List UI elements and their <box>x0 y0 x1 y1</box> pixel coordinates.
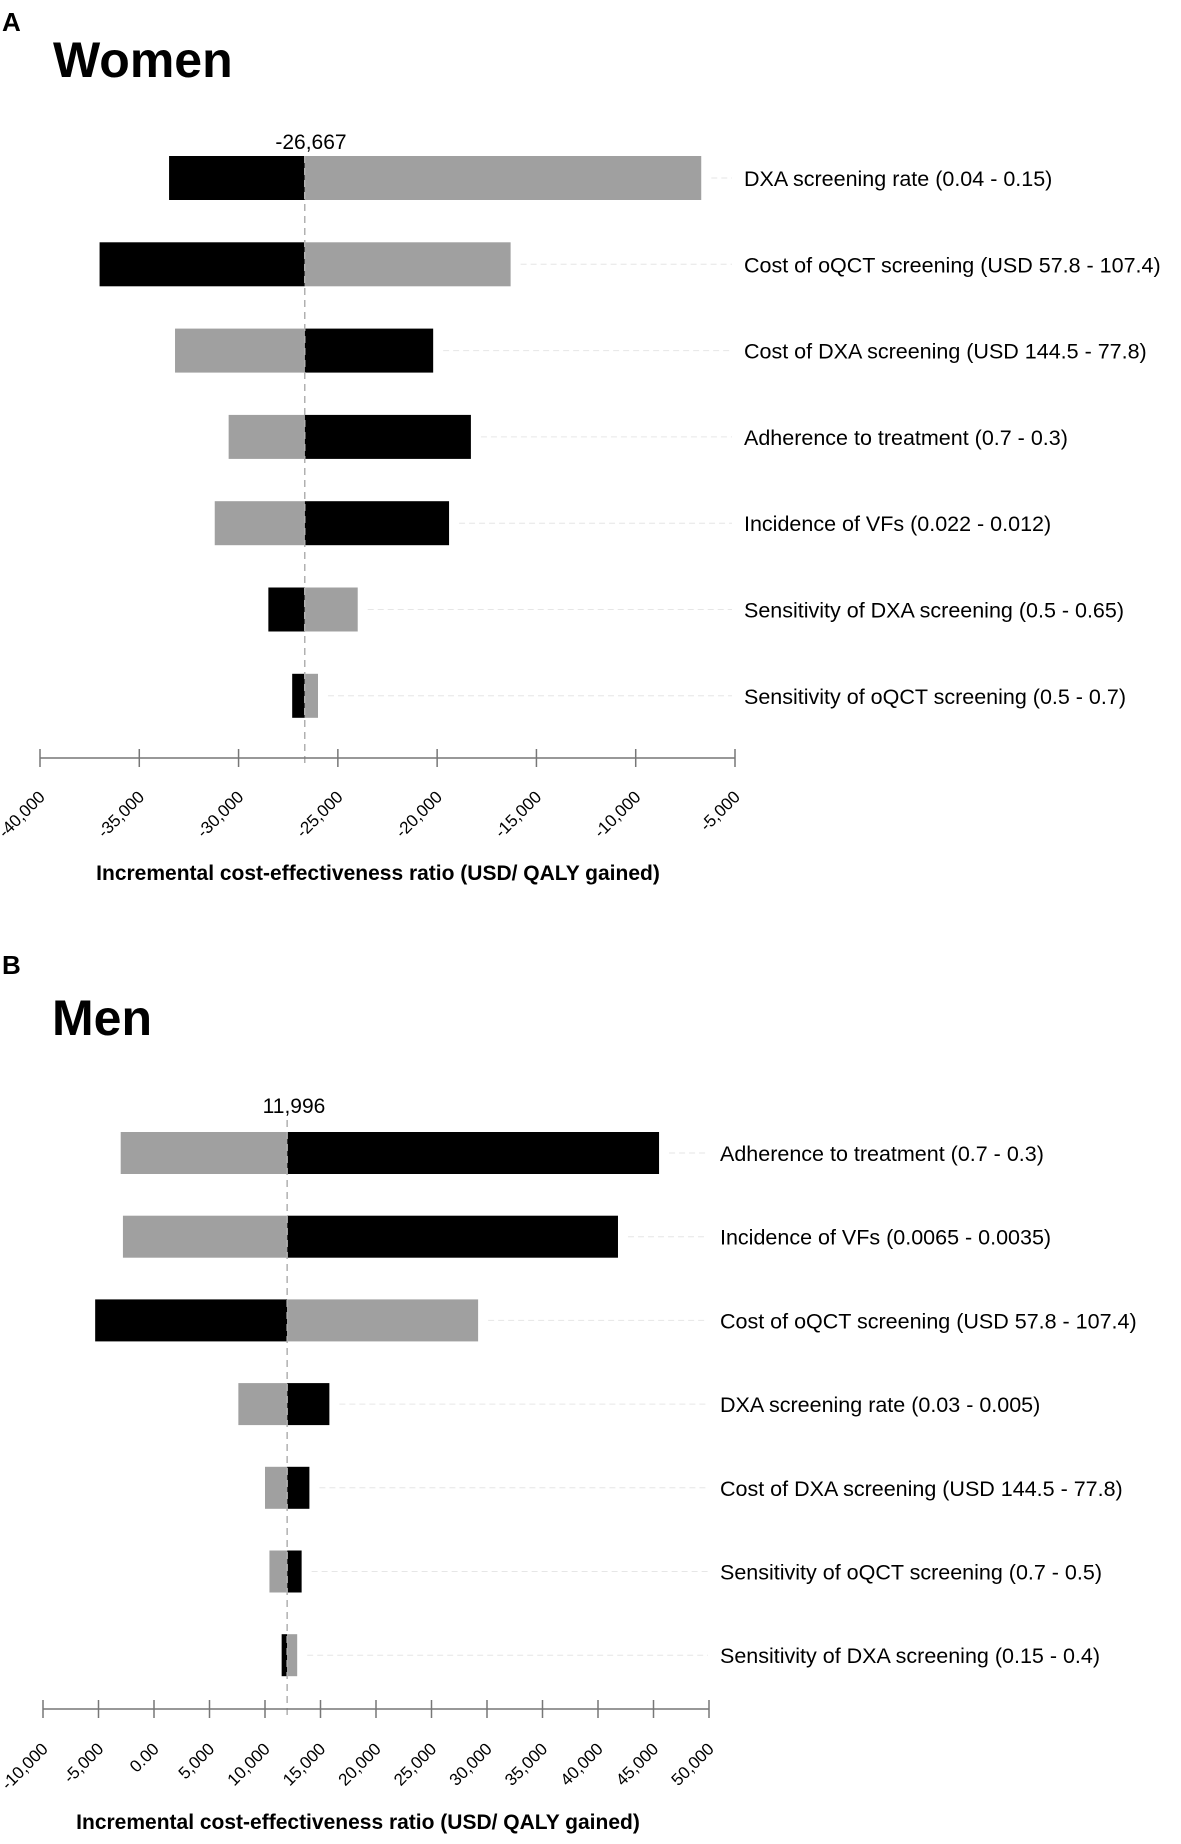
x-tick-label: -5,000 <box>60 1739 108 1787</box>
bar-black <box>99 242 305 287</box>
row-label: Sensitivity of DXA screening (0.5 - 0.65… <box>744 599 1124 623</box>
x-tick-label: -10,000 <box>0 1739 52 1793</box>
x-tick-label: 50,000 <box>668 1739 718 1789</box>
x-tick-label: -15,000 <box>491 787 545 841</box>
x-tick-label: -30,000 <box>193 787 247 841</box>
row-label: Sensitivity of oQCT screening (0.5 - 0.7… <box>744 685 1126 709</box>
bar-black <box>304 501 450 546</box>
bar-black <box>95 1299 288 1342</box>
x-tick-label: -40,000 <box>0 787 49 841</box>
x-tick-label: 45,000 <box>612 1739 662 1789</box>
bar-black <box>287 1132 660 1174</box>
bar-gray <box>304 242 511 287</box>
bar-gray <box>287 1634 298 1677</box>
panel-a: A Women -26,667 Incremental cost-effecti… <box>0 7 1161 885</box>
row-label: Cost of DXA screening (USD 144.5 - 77.8) <box>720 1477 1123 1501</box>
row-label: Adherence to treatment (0.7 - 0.3) <box>744 426 1068 450</box>
row-label: Incidence of VFs (0.0065 - 0.0035) <box>720 1226 1051 1250</box>
row-label: Sensitivity of DXA screening (0.15 - 0.4… <box>720 1644 1100 1668</box>
bar-black <box>304 328 434 373</box>
row-label: DXA screening rate (0.03 - 0.005) <box>720 1393 1040 1417</box>
bar-gray <box>269 1550 288 1593</box>
panel-letter-a: A <box>2 7 21 37</box>
x-tick-label: 25,000 <box>390 1739 440 1789</box>
panel-letter-b: B <box>2 950 21 980</box>
bar-gray <box>228 414 305 459</box>
plot-area-a: DXA screening rate (0.04 - 0.15) Cost of … <box>0 156 1161 842</box>
x-tick-label: 35,000 <box>501 1739 551 1789</box>
bar-gray <box>214 501 305 546</box>
bar-black <box>304 414 471 459</box>
row-label: Sensitivity of oQCT screening (0.7 - 0.5… <box>720 1561 1102 1585</box>
baseline-value-label: -26,667 <box>275 131 346 154</box>
x-tick-label: -10,000 <box>590 787 644 841</box>
row-label: Cost of oQCT screening (USD 57.8 - 107.4… <box>720 1309 1137 1333</box>
bar-gray <box>265 1466 288 1509</box>
bar-gray <box>304 156 702 200</box>
bar-black <box>281 1634 288 1677</box>
bar-black <box>287 1550 302 1593</box>
panel-title-men: Men <box>52 990 152 1046</box>
x-tick-label: 15,000 <box>279 1739 329 1789</box>
x-tick-label: -35,000 <box>94 787 148 841</box>
bar-gray <box>287 1299 479 1342</box>
bar-black <box>268 587 305 632</box>
bar-black <box>287 1466 310 1509</box>
x-tick-label: 0.00 <box>126 1739 163 1776</box>
x-tick-label: 5,000 <box>175 1739 219 1783</box>
x-tick-label: -20,000 <box>392 787 446 841</box>
row-label: Incidence of VFs (0.022 - 0.012) <box>744 512 1051 536</box>
x-axis-title: Incremental cost-effectiveness ratio (US… <box>96 862 660 885</box>
x-tick-label: 30,000 <box>446 1739 496 1789</box>
row-label: Cost of DXA screening (USD 144.5 - 77.8) <box>744 340 1147 364</box>
bar-gray <box>238 1383 288 1426</box>
baseline-value-label: 11,996 <box>263 1095 326 1118</box>
bar-gray <box>122 1215 288 1258</box>
bar-gray <box>175 328 305 373</box>
row-label: DXA screening rate (0.04 - 0.15) <box>744 167 1052 191</box>
row-label: Adherence to treatment (0.7 - 0.3) <box>720 1142 1044 1166</box>
panel-b: B Men 11,996 Incremental cost-effectiven… <box>0 950 1137 1834</box>
x-tick-label: 40,000 <box>557 1739 607 1789</box>
bar-black <box>287 1383 330 1426</box>
row-label: Cost of oQCT screening (USD 57.8 - 107.4… <box>744 253 1161 277</box>
bar-black <box>287 1215 618 1258</box>
bar-gray <box>304 673 318 718</box>
x-tick-label: -25,000 <box>292 787 346 841</box>
bar-gray <box>120 1132 288 1174</box>
bar-black <box>169 156 305 200</box>
x-axis-title: Incremental cost-effectiveness ratio (US… <box>76 1811 640 1834</box>
plot-area-b: Adherence to treatment (0.7 - 0.3) Incide… <box>0 1120 1137 1794</box>
bar-black <box>292 673 305 718</box>
bar-gray <box>304 587 358 632</box>
x-tick-label: 10,000 <box>224 1739 274 1789</box>
x-tick-label: 20,000 <box>335 1739 385 1789</box>
panel-title-women: Women <box>53 32 233 88</box>
x-tick-label: -5,000 <box>696 787 744 835</box>
